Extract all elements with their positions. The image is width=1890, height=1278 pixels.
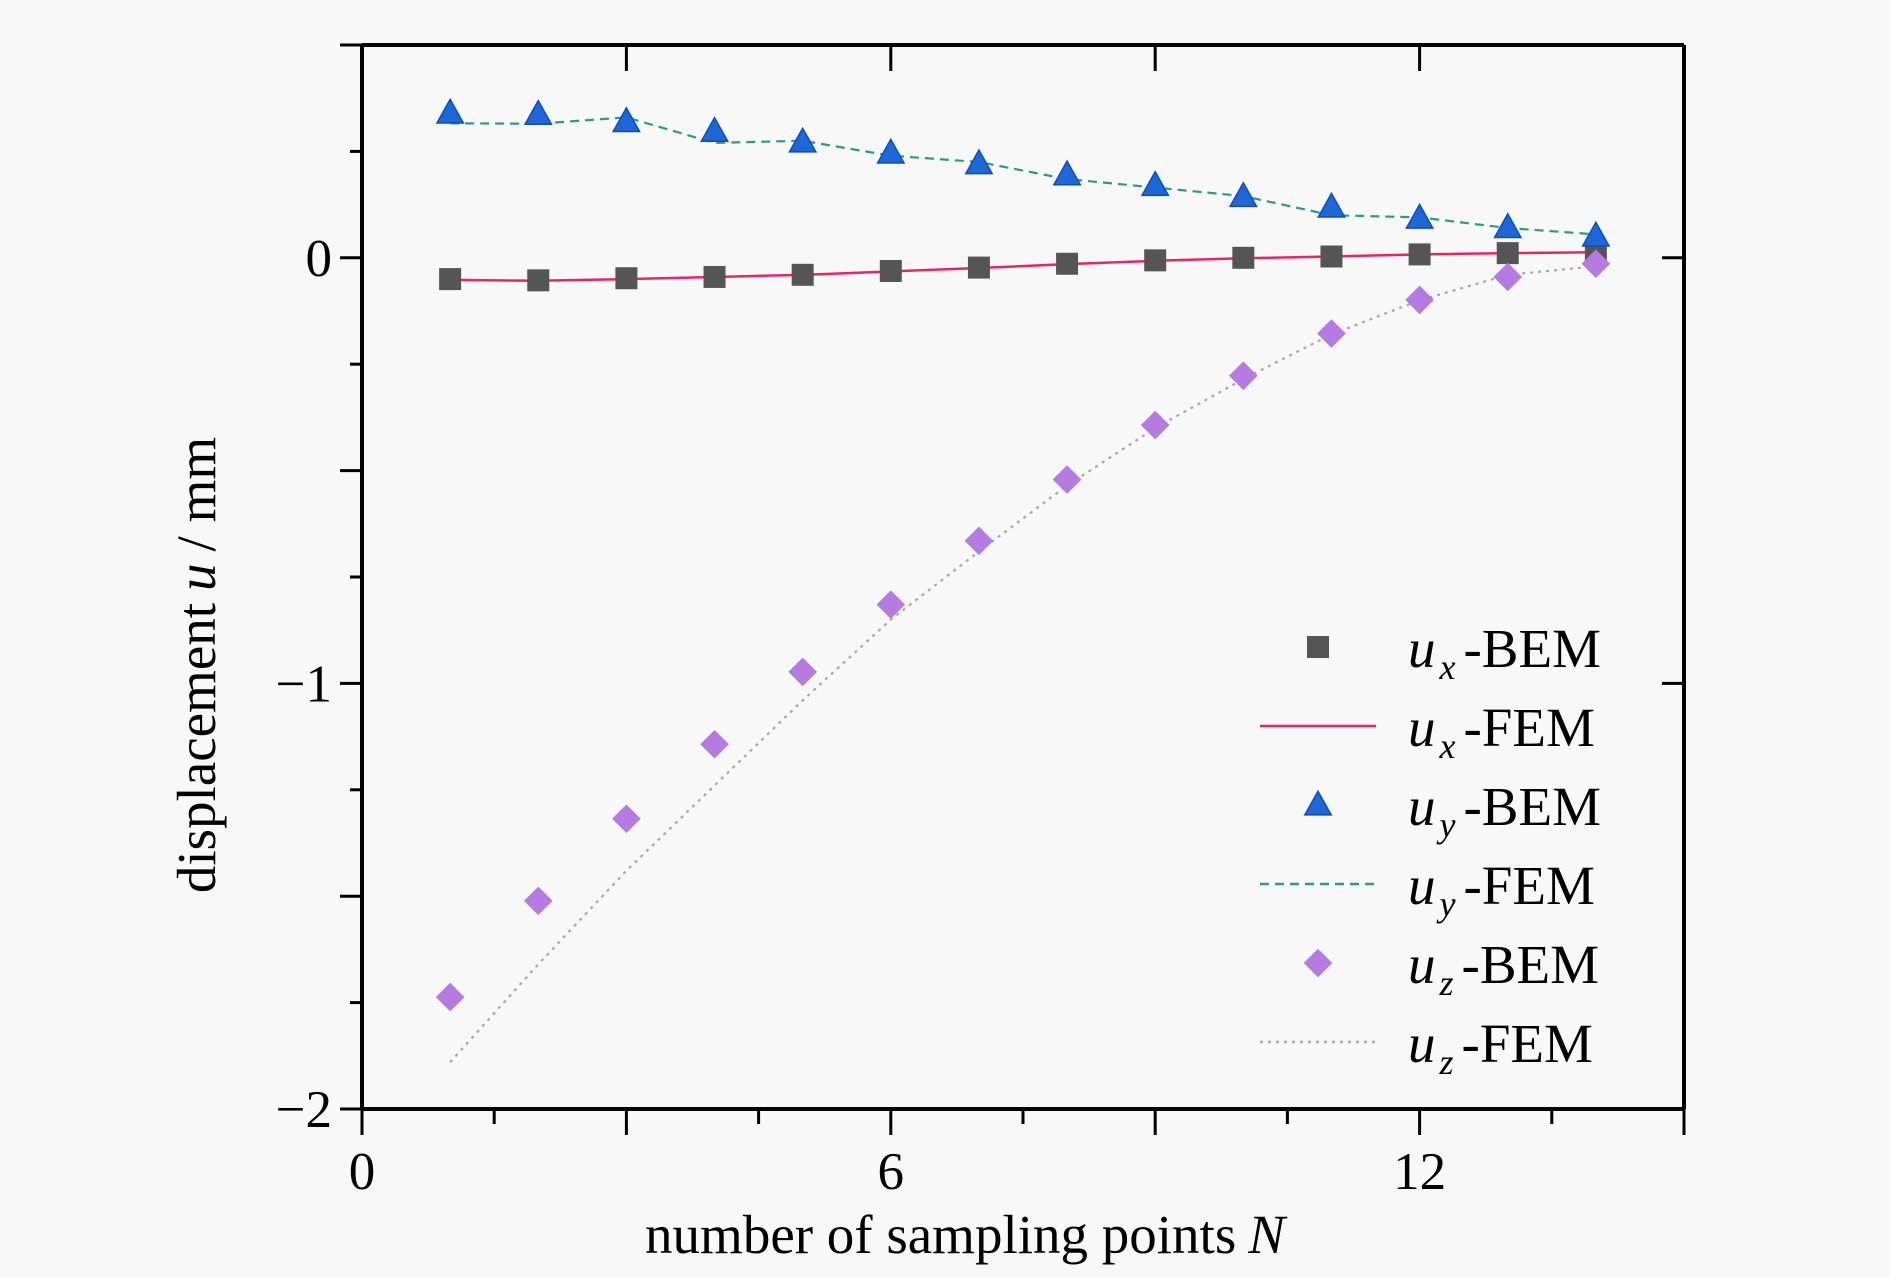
data-point-uy-BEM [523, 99, 553, 126]
legend-label: u z -BEM [1408, 934, 1599, 1003]
legend-label-method: -BEM [1463, 618, 1601, 679]
data-point-uz-BEM [964, 526, 994, 556]
data-point-uz-BEM [1317, 319, 1346, 348]
data-point-ux-BEM [1232, 246, 1255, 269]
data-point-uz-BEM [1405, 285, 1434, 315]
data-point-uy-BEM [1316, 191, 1346, 218]
legend-label-method: -BEM [1462, 934, 1600, 995]
data-point-uy-BEM [1052, 159, 1082, 186]
legend-symbol-uy-BEM [1303, 789, 1333, 816]
legend-label-subscript: x [1439, 647, 1456, 687]
y-axis-title-unit: / mm [166, 437, 227, 552]
data-point-uy-BEM [700, 116, 730, 143]
legend-entry-uy-BEM: u y -BEM [1303, 776, 1601, 845]
x-axis-title: number of sampling points N [645, 1204, 1288, 1265]
legend-label: u x -BEM [1408, 618, 1601, 687]
data-point-uz-BEM [876, 590, 906, 619]
data-point-ux-BEM [1144, 249, 1167, 272]
legend-label-variable: u [1408, 618, 1436, 679]
y-tick-label: −1 [276, 655, 332, 713]
data-point-uz-BEM [1581, 249, 1611, 279]
data-point-ux-BEM [615, 267, 638, 290]
data-point-ux-BEM [1056, 252, 1079, 275]
x-tick-label: 0 [349, 1143, 376, 1201]
data-point-ux-BEM [439, 268, 462, 291]
data-point-uy-BEM [788, 126, 818, 153]
y-axis-title-variable: u [166, 563, 227, 591]
legend-entry-ux-BEM: u x -BEM [1307, 618, 1601, 687]
data-point-uy-BEM [1581, 220, 1611, 247]
legend-label-subscript: x [1439, 726, 1456, 766]
bem-markers-layer [435, 97, 1611, 1012]
data-point-ux-BEM [703, 265, 726, 288]
legend-label-variable: u [1408, 1013, 1436, 1074]
data-point-uz-BEM [612, 804, 641, 834]
x-tick-label: 12 [1393, 1143, 1446, 1201]
series-line-uz-FEM [449, 265, 1596, 1063]
data-point-uz-BEM [700, 729, 729, 759]
legend-label-subscript: z [1439, 963, 1454, 1003]
data-point-ux-BEM [1408, 243, 1431, 266]
data-point-ux-BEM [1496, 242, 1519, 265]
data-point-ux-BEM [879, 259, 902, 282]
legend-symbol-ux-BEM [1307, 636, 1329, 658]
legend-symbol-uz-BEM [1303, 948, 1333, 978]
data-point-uy-BEM [611, 106, 641, 133]
legend-label: u z -FEM [1408, 1013, 1593, 1082]
legend-label: u y -BEM [1408, 776, 1601, 845]
data-point-ux-BEM [967, 256, 990, 279]
data-point-uz-BEM [1052, 465, 1082, 494]
legend-label-subscript: z [1439, 1042, 1454, 1082]
series-line-uy-FEM [450, 116, 1596, 236]
y-tick-label: 0 [306, 230, 333, 288]
data-point-uy-BEM [876, 137, 906, 164]
data-point-uy-BEM [1405, 202, 1435, 229]
x-tick-label: 6 [878, 1143, 905, 1201]
legend-label: u y -FEM [1408, 855, 1595, 924]
data-point-ux-BEM [527, 269, 550, 292]
legend-entry-uz-BEM: u z -BEM [1303, 934, 1599, 1003]
data-point-uy-BEM [1228, 181, 1258, 208]
legend-label-method: -FEM [1463, 855, 1594, 916]
data-point-ux-BEM [1320, 245, 1343, 268]
series-line-ux-FEM [450, 251, 1596, 283]
legend-label-variable: u [1408, 934, 1436, 995]
legend-label-variable: u [1408, 855, 1436, 916]
data-point-ux-BEM [791, 263, 814, 286]
legend-label: u x -FEM [1408, 697, 1595, 766]
y-axis-title: displacementu/ mm [166, 437, 227, 893]
legend-label-method: -BEM [1463, 776, 1601, 837]
data-point-uz-BEM [435, 982, 465, 1012]
data-point-uy-BEM [1140, 170, 1170, 197]
data-point-uz-BEM [1140, 410, 1170, 440]
axis-ticks: 0 6 12 0 −1 −2 [276, 43, 1686, 1201]
x-axis-title-variable: N [1247, 1204, 1288, 1265]
legend-label-subscript: y [1437, 805, 1456, 845]
legend-entry-uy-FEM: u y -FEM [1260, 855, 1595, 924]
legend-label-variable: u [1408, 697, 1436, 758]
data-point-uy-BEM [435, 97, 465, 124]
legend-entry-ux-FEM: u x -FEM [1260, 697, 1595, 766]
data-point-uz-BEM [1493, 262, 1523, 292]
data-point-uz-BEM [1229, 361, 1258, 390]
data-point-uz-BEM [523, 886, 553, 916]
data-point-uy-BEM [1493, 212, 1523, 239]
legend-label-method: -FEM [1462, 1013, 1593, 1074]
legend-label-variable: u [1408, 776, 1436, 837]
data-point-uz-BEM [788, 657, 817, 687]
legend-label-subscript: y [1437, 884, 1456, 924]
y-tick-label: −2 [276, 1081, 332, 1139]
legend-label-method: -FEM [1463, 697, 1594, 758]
data-point-uy-BEM [964, 148, 994, 175]
legend-entry-uz-FEM: u z -FEM [1260, 1013, 1593, 1082]
fem-lines-layer [449, 116, 1596, 1063]
